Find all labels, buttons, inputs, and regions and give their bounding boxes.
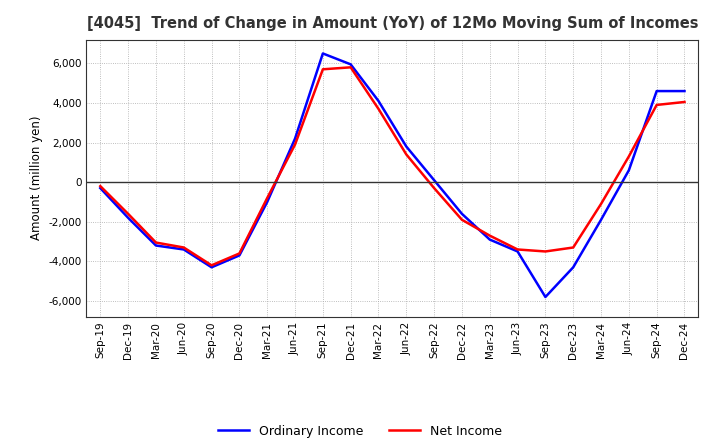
Net Income [263,195,271,201]
Ordinary Income [597,217,606,222]
Ordinary Income [569,264,577,270]
Ordinary Income [179,247,188,252]
Line: Net Income: Net Income [100,67,685,265]
Ordinary Income [291,136,300,141]
Net Income [207,263,216,268]
Net Income [318,66,327,72]
Ordinary Income [96,185,104,191]
Ordinary Income [485,237,494,242]
Ordinary Income [124,215,132,220]
Ordinary Income [624,168,633,173]
Ordinary Income [374,98,383,103]
Net Income [96,183,104,189]
Line: Ordinary Income: Ordinary Income [100,53,685,297]
Ordinary Income [263,199,271,205]
Net Income [402,152,410,157]
Net Income [597,201,606,206]
Net Income [652,102,661,107]
Net Income [569,245,577,250]
Net Income [430,185,438,191]
Ordinary Income [513,249,522,254]
Net Income [541,249,550,254]
Ordinary Income [430,177,438,183]
Net Income [179,245,188,250]
Legend: Ordinary Income, Net Income: Ordinary Income, Net Income [213,420,507,440]
Y-axis label: Amount (million yen): Amount (million yen) [30,116,42,240]
Ordinary Income [235,253,243,258]
Ordinary Income [680,88,689,94]
Ordinary Income [318,51,327,56]
Ordinary Income [207,264,216,270]
Net Income [235,251,243,256]
Net Income [124,211,132,216]
Ordinary Income [541,294,550,300]
Net Income [374,106,383,111]
Net Income [291,142,300,147]
Ordinary Income [152,243,161,248]
Net Income [624,154,633,159]
Title: [4045]  Trend of Change in Amount (YoY) of 12Mo Moving Sum of Incomes: [4045] Trend of Change in Amount (YoY) o… [86,16,698,32]
Net Income [513,247,522,252]
Ordinary Income [346,62,355,67]
Ordinary Income [458,211,467,216]
Ordinary Income [402,144,410,149]
Net Income [152,240,161,245]
Net Income [485,233,494,238]
Ordinary Income [652,88,661,94]
Net Income [346,65,355,70]
Net Income [680,99,689,105]
Net Income [458,217,467,222]
